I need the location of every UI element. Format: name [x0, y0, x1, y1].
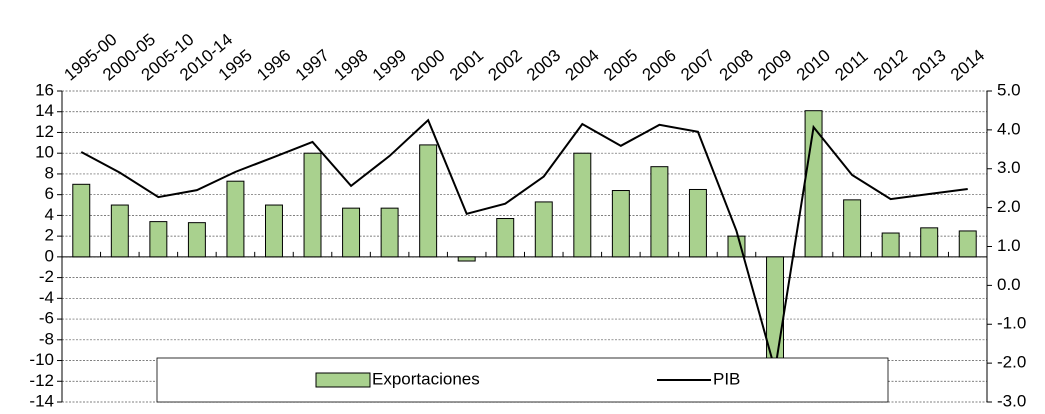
y2-tick-label: 2.0: [997, 197, 1021, 216]
bar: [496, 218, 515, 258]
x-tick-label: 1996: [253, 46, 294, 85]
x-tick-label: 1997: [292, 46, 333, 85]
bar: [110, 204, 129, 258]
line: [80, 118, 968, 371]
bar: [149, 221, 168, 258]
bar: [573, 152, 592, 258]
y2-tick-label: 1.0: [997, 236, 1021, 255]
x-tick-label: 2014: [947, 46, 988, 85]
y2-tick-label: -1.0: [997, 314, 1026, 333]
x-tick-label: 2010: [793, 46, 834, 85]
x-tick-label: 2003: [523, 46, 564, 85]
bar: [72, 183, 91, 258]
bar: [457, 256, 476, 262]
bar: [881, 232, 900, 258]
y2-tick-label: 4.0: [997, 119, 1021, 138]
y-tick-label: -6: [39, 309, 54, 328]
y-tick-label: -8: [39, 329, 54, 348]
y2-tick-label: 5.0: [997, 80, 1021, 99]
x-tick-label: 2006: [639, 46, 680, 85]
x-tick-label: 2013: [908, 46, 949, 85]
y-tick-label: -12: [29, 371, 54, 390]
bar: [534, 201, 553, 258]
bar: [226, 180, 245, 258]
x-tick-label: 2005: [600, 46, 641, 85]
legend: Exportaciones PIB: [156, 357, 889, 403]
y2-tick-label: -2.0: [997, 353, 1026, 372]
y-tick-label: 12: [35, 122, 54, 141]
y-tick-label: 4: [45, 205, 54, 224]
bar: [342, 207, 361, 258]
bar: [727, 235, 746, 258]
y-tick-label: 6: [45, 184, 54, 203]
legend-box: [156, 357, 889, 403]
bar: [303, 152, 322, 258]
legend-label: PIB: [713, 369, 740, 388]
y-tick-label: -4: [39, 288, 54, 307]
y-tick-label: -2: [39, 267, 54, 286]
bar: [843, 199, 862, 258]
x-tick-label: 1998: [330, 46, 371, 85]
x-tick-label: 2012: [870, 46, 911, 85]
y2-tick-label: -3.0: [997, 391, 1026, 409]
bar: [380, 207, 399, 258]
bar: [766, 256, 785, 372]
legend-swatch: [315, 372, 371, 388]
x-tick-label: 2008: [716, 46, 757, 85]
bar: [688, 188, 707, 258]
bar: [187, 222, 206, 258]
x-tick-label: 2000: [407, 46, 448, 85]
legend-label: Exportaciones: [372, 369, 480, 388]
y-tick-label: 2: [45, 226, 54, 245]
bar: [419, 144, 438, 258]
y2-tick-label: 3.0: [997, 158, 1021, 177]
x-tick-label: 2009: [754, 46, 795, 85]
bar: [265, 204, 283, 258]
x-tick-label: 2001: [446, 46, 487, 85]
y-tick-label: 16: [35, 80, 54, 99]
y-tick-label: -10: [29, 350, 54, 369]
bar: [958, 230, 977, 258]
y-tick-label: 14: [35, 101, 54, 120]
x-tick-label: 2002: [484, 46, 525, 85]
bar: [920, 227, 939, 258]
y2-tick-label: 0.0: [997, 275, 1021, 294]
y-tick-label: 0: [45, 246, 54, 265]
x-tick-label: 2011: [831, 46, 871, 84]
y-tick-label: 8: [45, 163, 54, 182]
x-tick-label: 2004: [562, 46, 603, 85]
bar: [611, 190, 630, 258]
x-tick-label: 1999: [369, 46, 410, 85]
x-tick-label: 2007: [677, 46, 718, 85]
y-tick-label: -14: [29, 391, 54, 409]
bar: [650, 166, 669, 258]
y-tick-label: 10: [35, 143, 54, 162]
